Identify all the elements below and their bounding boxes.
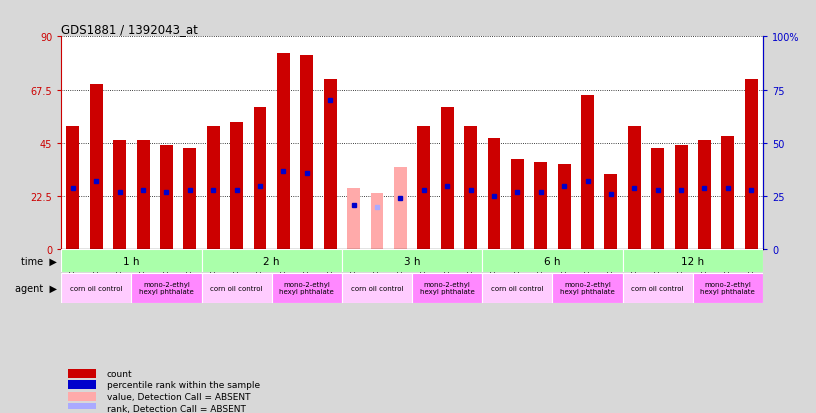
Text: 1 h: 1 h bbox=[123, 256, 140, 266]
Bar bbox=[202, 250, 342, 273]
Bar bbox=[651, 148, 664, 250]
Bar bbox=[482, 273, 552, 303]
Bar bbox=[552, 273, 623, 303]
Text: corn oil control: corn oil control bbox=[632, 285, 684, 291]
Text: percentile rank within the sample: percentile rank within the sample bbox=[107, 380, 260, 389]
Bar bbox=[511, 160, 524, 250]
Bar bbox=[417, 127, 430, 250]
Text: time  ▶: time ▶ bbox=[21, 256, 57, 266]
Bar bbox=[394, 167, 407, 250]
Bar bbox=[131, 273, 202, 303]
Bar bbox=[66, 127, 79, 250]
Text: corn oil control: corn oil control bbox=[491, 285, 543, 291]
Text: rank, Detection Call = ABSENT: rank, Detection Call = ABSENT bbox=[107, 404, 246, 413]
Bar bbox=[254, 108, 267, 250]
Bar bbox=[324, 80, 337, 250]
Text: 3 h: 3 h bbox=[404, 256, 420, 266]
Bar bbox=[300, 56, 313, 250]
Bar bbox=[693, 273, 763, 303]
Bar bbox=[230, 122, 243, 250]
Text: mono-2-ethyl
hexyl phthalate: mono-2-ethyl hexyl phthalate bbox=[139, 282, 194, 294]
Text: GDS1881 / 1392043_at: GDS1881 / 1392043_at bbox=[61, 23, 198, 36]
Bar bbox=[69, 392, 96, 401]
Text: corn oil control: corn oil control bbox=[351, 285, 403, 291]
Text: count: count bbox=[107, 369, 132, 378]
Bar bbox=[441, 108, 454, 250]
Bar bbox=[745, 80, 758, 250]
Bar bbox=[136, 141, 149, 250]
Bar bbox=[61, 250, 202, 273]
Bar bbox=[623, 273, 693, 303]
Bar bbox=[698, 141, 711, 250]
Bar bbox=[272, 273, 342, 303]
Text: value, Detection Call = ABSENT: value, Detection Call = ABSENT bbox=[107, 392, 251, 401]
Bar bbox=[206, 127, 220, 250]
Text: mono-2-ethyl
hexyl phthalate: mono-2-ethyl hexyl phthalate bbox=[419, 282, 475, 294]
Bar bbox=[90, 84, 103, 250]
Text: agent  ▶: agent ▶ bbox=[16, 283, 57, 293]
Bar bbox=[605, 174, 618, 250]
Text: corn oil control: corn oil control bbox=[70, 285, 122, 291]
Bar bbox=[412, 273, 482, 303]
Bar bbox=[342, 273, 412, 303]
Text: 12 h: 12 h bbox=[681, 256, 704, 266]
Text: 6 h: 6 h bbox=[544, 256, 561, 266]
Text: mono-2-ethyl
hexyl phthalate: mono-2-ethyl hexyl phthalate bbox=[700, 282, 756, 294]
Bar bbox=[675, 146, 688, 250]
Bar bbox=[160, 146, 173, 250]
Bar bbox=[202, 273, 272, 303]
Bar bbox=[464, 127, 477, 250]
Text: 2 h: 2 h bbox=[264, 256, 280, 266]
Bar bbox=[113, 141, 126, 250]
Bar bbox=[277, 54, 290, 250]
Bar bbox=[69, 404, 96, 413]
Bar bbox=[184, 148, 197, 250]
Bar bbox=[370, 193, 384, 250]
Bar bbox=[581, 96, 594, 250]
Text: mono-2-ethyl
hexyl phthalate: mono-2-ethyl hexyl phthalate bbox=[560, 282, 615, 294]
Bar bbox=[557, 165, 570, 250]
Bar bbox=[628, 127, 641, 250]
Bar bbox=[69, 369, 96, 378]
Bar bbox=[61, 273, 131, 303]
Bar bbox=[347, 188, 360, 250]
Text: corn oil control: corn oil control bbox=[211, 285, 263, 291]
Bar bbox=[534, 162, 548, 250]
Bar bbox=[69, 380, 96, 389]
Bar bbox=[721, 136, 734, 250]
Bar bbox=[482, 250, 623, 273]
Bar bbox=[487, 139, 500, 250]
Bar bbox=[623, 250, 763, 273]
Text: mono-2-ethyl
hexyl phthalate: mono-2-ethyl hexyl phthalate bbox=[279, 282, 335, 294]
Bar bbox=[342, 250, 482, 273]
